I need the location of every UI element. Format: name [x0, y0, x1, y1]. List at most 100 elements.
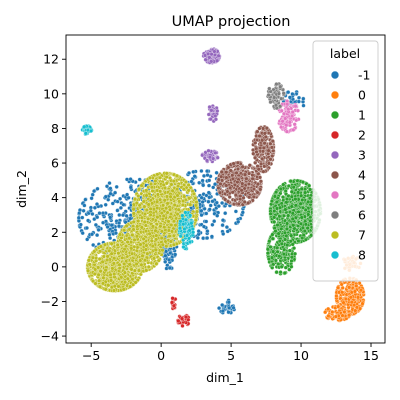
data-point-label-7: [140, 253, 145, 258]
data-point-label--1: [92, 205, 97, 210]
data-point-label-1: [289, 204, 294, 209]
data-point-label-7: [183, 179, 188, 185]
data-point-label-7: [150, 224, 155, 229]
data-point-label-7: [188, 202, 193, 207]
data-point-label-1: [303, 190, 308, 195]
data-point-label--1: [202, 206, 207, 211]
data-point-label-7: [160, 242, 165, 247]
data-point-label-7: [96, 265, 101, 270]
data-point-label-7: [139, 183, 144, 188]
data-point-label--1: [82, 203, 87, 208]
data-point-label-1: [307, 183, 312, 188]
data-point-label-1: [286, 193, 291, 199]
data-point-label-1: [284, 226, 289, 231]
data-point-label--1: [207, 207, 212, 212]
data-point-label--1: [107, 181, 112, 186]
data-point-label-7: [112, 272, 117, 277]
data-point-label--1: [95, 186, 100, 191]
data-point-label-7: [129, 246, 134, 251]
data-point-label-4: [233, 193, 238, 198]
data-point-label--1: [204, 219, 209, 224]
data-point-label-7: [173, 223, 178, 228]
data-point-label-7: [136, 187, 142, 192]
data-point-label--1: [211, 185, 216, 190]
data-point-label-1: [281, 213, 286, 218]
data-point-label--1: [124, 213, 129, 218]
data-point-label-7: [153, 247, 158, 252]
data-point-label-1: [289, 233, 294, 238]
data-point-label-4: [261, 169, 266, 174]
data-point-label--1: [85, 237, 90, 242]
data-point-label-7: [98, 269, 103, 274]
data-point-label-7: [121, 287, 126, 292]
data-point-label--1: [205, 229, 210, 234]
data-point-label-7: [147, 175, 153, 180]
data-point-label--1: [204, 193, 209, 198]
data-point-label--1: [214, 170, 219, 175]
data-point-label--1: [201, 224, 207, 229]
data-point-label-7: [165, 201, 170, 206]
data-point-label--1: [195, 235, 200, 240]
data-point-label-1: [270, 232, 275, 237]
data-point-label--1: [191, 169, 196, 174]
data-point-label-7: [142, 204, 147, 209]
data-point-label-4: [261, 145, 266, 150]
chart-title: UMAP projection: [172, 14, 291, 30]
data-point-label-4: [224, 183, 229, 188]
data-point-label-7: [143, 223, 148, 228]
data-point-label--1: [220, 309, 225, 314]
data-point-label-7: [86, 268, 91, 273]
data-point-label-4: [234, 170, 239, 175]
data-point-label-7: [153, 228, 158, 233]
data-point-label-7: [148, 206, 153, 211]
data-point-label--1: [90, 211, 95, 217]
data-point-label--1: [220, 200, 225, 206]
data-point-label-7: [120, 255, 125, 260]
data-point-label-4: [253, 155, 258, 160]
data-point-label-4: [251, 194, 256, 199]
data-point-label--1: [115, 199, 120, 204]
data-point-label-7: [187, 196, 192, 201]
data-point-label--1: [113, 190, 118, 195]
data-point-label-7: [100, 259, 105, 264]
data-point-label--1: [226, 300, 231, 305]
data-point-label-7: [158, 189, 163, 194]
data-point-label-7: [162, 198, 167, 203]
data-point-label-7: [161, 182, 166, 187]
data-point-label-4: [246, 200, 251, 206]
data-point-label-1: [290, 216, 295, 221]
data-point-label--1: [121, 202, 126, 207]
data-point-label-1: [283, 207, 288, 212]
data-point-label-7: [98, 244, 103, 249]
data-point-label--1: [199, 168, 204, 174]
data-point-label-7: [124, 223, 129, 228]
data-point-label-7: [136, 268, 142, 273]
data-point-label-4: [224, 170, 229, 175]
data-point-label-1: [295, 178, 300, 183]
data-point-label--1: [108, 236, 113, 241]
data-point-label--1: [225, 229, 230, 234]
data-point-label-1: [306, 199, 311, 204]
data-point-label-4: [219, 169, 224, 175]
data-point-label--1: [168, 250, 173, 256]
data-point-label-7: [154, 233, 159, 238]
data-point-label-4: [235, 180, 240, 185]
data-point-label-7: [191, 191, 196, 196]
data-point-label-4: [263, 134, 268, 139]
data-point-label-7: [131, 211, 136, 216]
data-point-label-7: [116, 284, 121, 289]
data-point-label-7: [117, 262, 122, 267]
data-point-label--1: [88, 208, 93, 213]
data-point-label-7: [167, 233, 172, 239]
data-point-label-4: [218, 181, 223, 186]
data-point-label--1: [201, 183, 206, 188]
data-point-label-1: [291, 185, 296, 190]
data-point-label--1: [163, 259, 168, 264]
data-point-label-7: [159, 236, 164, 241]
data-point-label-1: [288, 179, 293, 184]
data-point-label-7: [133, 280, 138, 285]
data-point-label--1: [125, 192, 130, 197]
data-point-label-1: [290, 211, 295, 216]
data-point-label-7: [97, 256, 102, 262]
